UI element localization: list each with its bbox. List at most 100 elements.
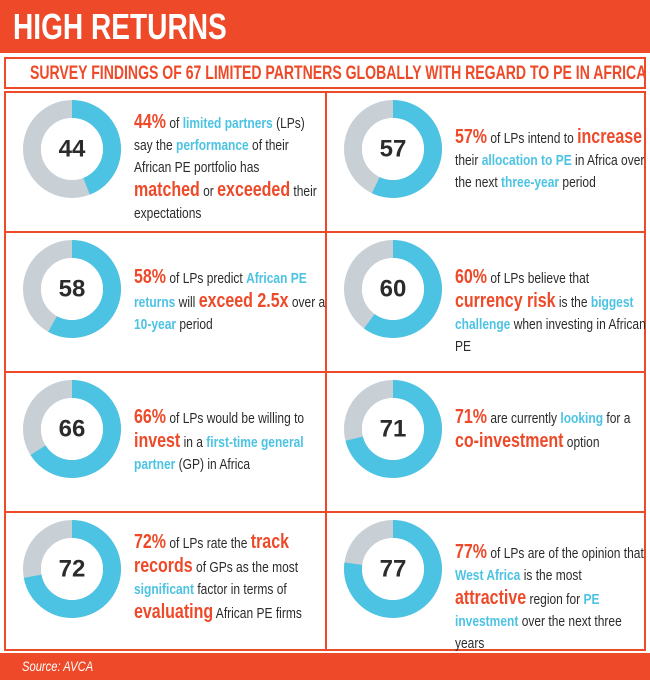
footer-bar: Source: AVCA [0, 653, 650, 680]
highlight-blue: 10-year [134, 316, 177, 333]
highlight-orange: increase [577, 126, 643, 148]
finding-cell: 44 44% of limited partners (LPs) say the … [6, 93, 324, 229]
finding-text: 57% of LPs intend to increase their allo… [455, 126, 647, 194]
donut-value-label: 66 [59, 415, 86, 442]
finding-percent: 58% [134, 266, 167, 288]
finding-percent: 72% [134, 531, 167, 553]
highlight-blue: performance [176, 137, 249, 154]
highlight-blue: first-time general partner [134, 434, 304, 473]
page-title: HIGH RETURNS [13, 6, 227, 47]
donut-hole [41, 398, 103, 460]
highlight-orange: exceeded [217, 179, 291, 201]
donut-chart: 66 [23, 380, 121, 478]
body-text: of their African PE portfolio has [134, 137, 289, 176]
body-text: in a [180, 434, 207, 451]
body-text: (GP) in Africa [175, 456, 251, 473]
finding-cell: 71 71% are currently looking for a co-inv… [327, 373, 645, 509]
donut-hole [362, 118, 424, 180]
donut-value-label: 72 [59, 555, 86, 582]
grid-divider-row-3 [4, 511, 646, 513]
finding-percent: 77% [455, 541, 488, 563]
body-text: factor in terms of [194, 581, 287, 598]
body-text: of LPs are of the opinion that [487, 545, 644, 562]
grid-divider-row-1 [4, 231, 646, 233]
body-text: of LPs predict [166, 270, 247, 287]
donut-value-arc [23, 100, 121, 198]
header-bar: HIGH RETURNS [0, 0, 650, 53]
body-text: is the [555, 294, 591, 311]
highlight-blue: limited partners [182, 115, 273, 132]
donut-chart: 72 [23, 520, 121, 618]
body-text: for a [603, 410, 631, 427]
donut-chart: 60 [344, 240, 442, 338]
body-text: or [199, 183, 218, 200]
body-text: in Africa over the next [455, 152, 645, 191]
body-text: is the most [520, 567, 582, 584]
donut-chart: 58 [23, 240, 121, 338]
body-text: of LPs intend to [487, 130, 578, 147]
donut-value-arc [23, 240, 121, 338]
highlight-orange: evaluating [134, 601, 214, 623]
finding-cell: 72 72% of LPs rate the track records of G… [6, 513, 324, 649]
finding-text: 72% of LPs rate the track records of GPs… [134, 531, 326, 625]
body-text: of GPs as the most [192, 559, 299, 576]
finding-text: 77% of LPs are of the opinion that West … [455, 541, 647, 655]
body-text: over a [288, 294, 326, 311]
body-text: of [166, 115, 183, 132]
donut-value-arc [23, 380, 121, 478]
donut-value-arc [23, 520, 121, 618]
body-text: period [176, 316, 213, 333]
donut-chart: 71 [344, 380, 442, 478]
donut-value-arc [344, 380, 442, 478]
donut-hole [41, 538, 103, 600]
body-text: their expectations [134, 183, 317, 222]
finding-cell: 58 58% of LPs predict African PE returns … [6, 233, 326, 369]
donut-value-label: 57 [380, 135, 407, 162]
source-note: Source: AVCA [22, 658, 94, 674]
body-text: African PE firms [213, 605, 302, 622]
finding-cell: 57 57% of LPs intend to increase their al… [327, 93, 645, 229]
donut-value-label: 44 [59, 135, 86, 162]
highlight-blue: looking [560, 410, 604, 427]
finding-text: 66% of LPs would be willing to invest in… [134, 406, 326, 476]
grid-divider-row-2 [4, 371, 646, 373]
body-text: of LPs rate the [166, 535, 251, 552]
highlight-orange: invest [134, 430, 181, 452]
highlight-orange: co-investment [455, 430, 564, 452]
highlight-blue: West Africa [455, 567, 521, 584]
finding-percent: 66% [134, 406, 167, 428]
finding-text: 71% are currently looking for a co-inves… [455, 406, 647, 454]
donut-hole [362, 258, 424, 320]
body-text: of LPs would be willing to [166, 410, 305, 427]
highlight-orange: track records [134, 531, 289, 577]
body-text: region for [526, 591, 584, 608]
highlight-orange: currency risk [455, 290, 556, 312]
highlight-blue: PE investment [455, 591, 600, 630]
donut-chart: 44 [23, 100, 121, 198]
donut-hole [41, 258, 103, 320]
body-text: over the next three years [455, 613, 622, 652]
highlight-orange: matched [134, 179, 200, 201]
donut-value-arc [344, 520, 442, 618]
highlight-blue: three-year [501, 174, 560, 191]
subtitle-box: SURVEY FINDINGS OF 67 LIMITED PARTNERS G… [4, 57, 646, 89]
highlight-orange: attractive [455, 587, 527, 609]
finding-cell: 77 77% of LPs are of the opinion that Wes… [327, 513, 645, 652]
body-text: of LPs believe that [487, 270, 590, 287]
finding-percent: 60% [455, 266, 488, 288]
finding-percent: 71% [455, 406, 488, 428]
body-text: will [175, 294, 199, 311]
finding-text: 58% of LPs predict African PE returns wi… [134, 266, 326, 336]
donut-hole [362, 538, 424, 600]
finding-cell: 60 60% of LPs believe that currency risk … [327, 233, 646, 369]
donut-value-label: 58 [59, 275, 86, 302]
finding-text: 44% of limited partners (LPs) say the pe… [134, 111, 326, 225]
finding-percent: 57% [455, 126, 488, 148]
donut-value-arc [344, 100, 442, 198]
donut-chart: 57 [344, 100, 442, 198]
donut-hole [362, 398, 424, 460]
donut-value-arc [344, 240, 442, 338]
subtitle: SURVEY FINDINGS OF 67 LIMITED PARTNERS G… [30, 63, 647, 84]
body-text: their [455, 152, 482, 169]
